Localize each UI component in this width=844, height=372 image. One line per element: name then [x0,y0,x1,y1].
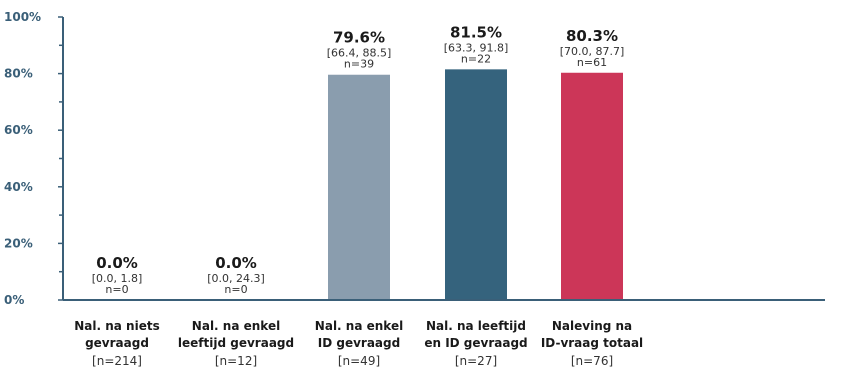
sample-size-label: n=0 [224,283,247,296]
category-label: Nal. na enkel [315,319,403,333]
confidence-interval-label: [70.0, 87.7] [560,45,625,58]
category-label: gevraagd [85,336,149,350]
y-tick-label: 60% [4,123,33,137]
sample-size-label: n=22 [461,52,491,65]
value-label: 79.6% [333,29,385,47]
bar [561,72,623,300]
sample-size-label: n=0 [105,283,128,296]
category-n-label: [n=12] [215,354,257,368]
y-tick-label: 100% [4,10,41,24]
value-label: 0.0% [215,254,257,272]
category-label: ID-vraag totaal [541,336,643,350]
category-label: leeftijd gevraagd [178,336,294,350]
confidence-interval-label: [0.0, 1.8] [92,272,143,285]
bars [328,69,623,301]
bar [445,69,507,300]
category-n-label: [n=214] [92,354,142,368]
category-label: en ID gevraagd [424,336,527,350]
bar [328,74,390,301]
category-label: Naleving na [552,319,632,333]
y-tick-label: 80% [4,67,33,81]
data-labels: 0.0%[0.0, 1.8]n=00.0%[0.0, 24.3]n=079.6%… [92,23,625,296]
category-labels: Nal. na niets gevraagd [n=214] Nal. na enke… [74,319,643,368]
category-n-label: [n=49] [338,354,380,368]
confidence-interval-label: [0.0, 24.3] [207,272,265,285]
value-label: 81.5% [450,23,502,41]
y-tick-label: 20% [4,236,33,250]
category-label: Nal. na enkel [192,319,280,333]
category-label: Nal. na leeftijd [426,319,526,333]
category-n-label: [n=76] [571,354,613,368]
category-label: Nal. na niets [74,319,159,333]
y-tick-label: 0% [4,293,24,307]
category-label: ID gevraagd [318,336,400,350]
y-axis-tick-labels: 0% 20% 40% 60% 80% 100% [4,10,41,307]
y-tick-label: 40% [4,180,33,194]
sample-size-label: n=39 [344,58,374,71]
sample-size-label: n=61 [577,56,607,69]
value-label: 0.0% [96,254,138,272]
confidence-interval-label: [66.4, 88.5] [327,47,392,60]
value-label: 80.3% [566,27,618,45]
confidence-interval-label: [63.3, 91.8] [444,41,509,54]
category-n-label: [n=27] [455,354,497,368]
